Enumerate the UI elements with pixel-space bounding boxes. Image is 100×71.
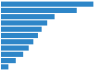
bar [1,58,16,63]
bar [1,8,77,13]
bar [1,45,29,50]
bar [1,20,47,25]
bar [1,2,93,7]
bar-chart [0,0,100,71]
chart-container [0,0,100,71]
bar [1,33,38,38]
bar [1,64,8,69]
bar [1,27,42,32]
bar [1,39,33,44]
bar [1,52,23,57]
bars [1,2,93,70]
bar [1,14,55,19]
